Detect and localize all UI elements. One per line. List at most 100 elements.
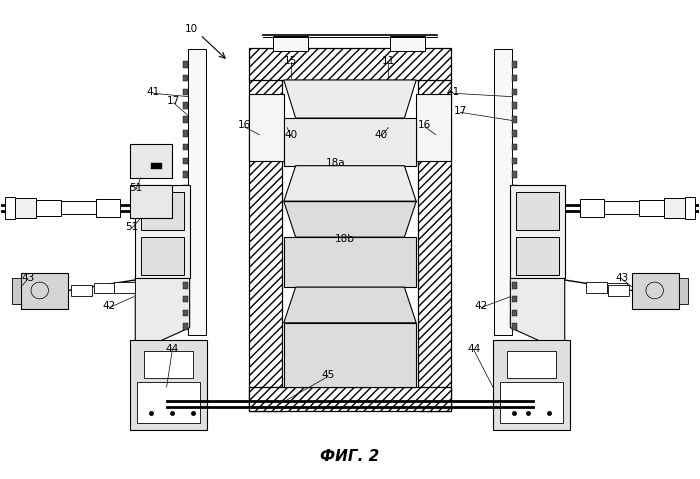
- Bar: [21, 273, 69, 308]
- Bar: [141, 237, 184, 275]
- Bar: [183, 171, 188, 178]
- Bar: [416, 94, 451, 161]
- Bar: [141, 192, 184, 230]
- Bar: [183, 130, 188, 137]
- Text: 41: 41: [147, 87, 160, 97]
- Bar: [512, 103, 517, 109]
- Bar: [512, 282, 517, 288]
- Bar: [36, 200, 61, 216]
- Bar: [512, 199, 517, 205]
- Bar: [631, 273, 679, 308]
- Bar: [516, 237, 559, 275]
- Bar: [114, 282, 135, 293]
- Text: 40: 40: [284, 130, 298, 140]
- Bar: [183, 61, 188, 68]
- Polygon shape: [284, 287, 416, 323]
- Bar: [500, 382, 563, 423]
- Bar: [512, 227, 517, 233]
- Text: 51: 51: [125, 222, 139, 232]
- Text: 51: 51: [130, 183, 143, 193]
- Polygon shape: [284, 201, 416, 237]
- Bar: [516, 192, 559, 230]
- Bar: [130, 144, 172, 178]
- Bar: [512, 75, 517, 81]
- Bar: [512, 240, 517, 247]
- Bar: [130, 185, 172, 218]
- Bar: [679, 278, 688, 304]
- Bar: [183, 254, 188, 261]
- Bar: [608, 285, 629, 296]
- Bar: [512, 185, 517, 192]
- Bar: [183, 199, 188, 205]
- Bar: [183, 296, 188, 302]
- Text: 40: 40: [374, 130, 388, 140]
- Bar: [94, 283, 115, 293]
- Bar: [249, 387, 451, 411]
- Bar: [512, 296, 517, 302]
- Bar: [512, 89, 517, 95]
- Text: 11: 11: [382, 56, 395, 66]
- Bar: [130, 340, 207, 430]
- Bar: [512, 268, 517, 275]
- Bar: [512, 158, 517, 164]
- Bar: [183, 116, 188, 123]
- Bar: [95, 199, 120, 217]
- Bar: [512, 144, 517, 150]
- Bar: [390, 36, 425, 51]
- Bar: [685, 197, 695, 219]
- Bar: [273, 36, 308, 51]
- Bar: [512, 309, 517, 316]
- Polygon shape: [284, 80, 416, 118]
- Bar: [580, 199, 605, 217]
- Text: 10: 10: [185, 23, 197, 34]
- Text: 45: 45: [321, 370, 335, 380]
- Bar: [71, 285, 92, 296]
- Text: 16: 16: [418, 120, 431, 130]
- Bar: [151, 163, 162, 169]
- Bar: [183, 309, 188, 316]
- Text: 43: 43: [21, 273, 34, 283]
- Bar: [183, 89, 188, 95]
- Text: 16: 16: [237, 120, 251, 130]
- Bar: [61, 201, 95, 214]
- Bar: [512, 130, 517, 137]
- Bar: [183, 268, 188, 275]
- Bar: [512, 213, 517, 219]
- Bar: [493, 340, 570, 430]
- Bar: [183, 158, 188, 164]
- Bar: [494, 49, 512, 335]
- Text: 41: 41: [447, 87, 460, 97]
- Bar: [512, 323, 517, 330]
- Bar: [188, 49, 206, 335]
- Bar: [639, 200, 664, 216]
- Bar: [510, 185, 565, 278]
- Bar: [284, 323, 416, 387]
- Bar: [586, 282, 607, 293]
- Bar: [183, 323, 188, 330]
- Text: 42: 42: [103, 301, 116, 311]
- Bar: [135, 185, 190, 278]
- Text: 15: 15: [284, 56, 298, 66]
- Bar: [512, 171, 517, 178]
- Polygon shape: [510, 278, 565, 342]
- Text: 18b: 18b: [335, 235, 354, 244]
- Bar: [284, 118, 416, 166]
- Bar: [183, 75, 188, 81]
- Text: ФИГ. 2: ФИГ. 2: [321, 449, 379, 464]
- Bar: [183, 282, 188, 288]
- Bar: [418, 78, 451, 411]
- Bar: [512, 61, 517, 68]
- Bar: [249, 78, 282, 411]
- Bar: [144, 352, 193, 377]
- Polygon shape: [135, 278, 190, 342]
- Bar: [183, 185, 188, 192]
- Bar: [12, 278, 21, 304]
- Bar: [183, 227, 188, 233]
- Text: 42: 42: [475, 301, 488, 311]
- Bar: [5, 197, 15, 219]
- Text: 43: 43: [615, 273, 629, 283]
- Bar: [183, 144, 188, 150]
- Polygon shape: [284, 166, 416, 201]
- Bar: [605, 201, 639, 214]
- Text: 44: 44: [468, 344, 481, 354]
